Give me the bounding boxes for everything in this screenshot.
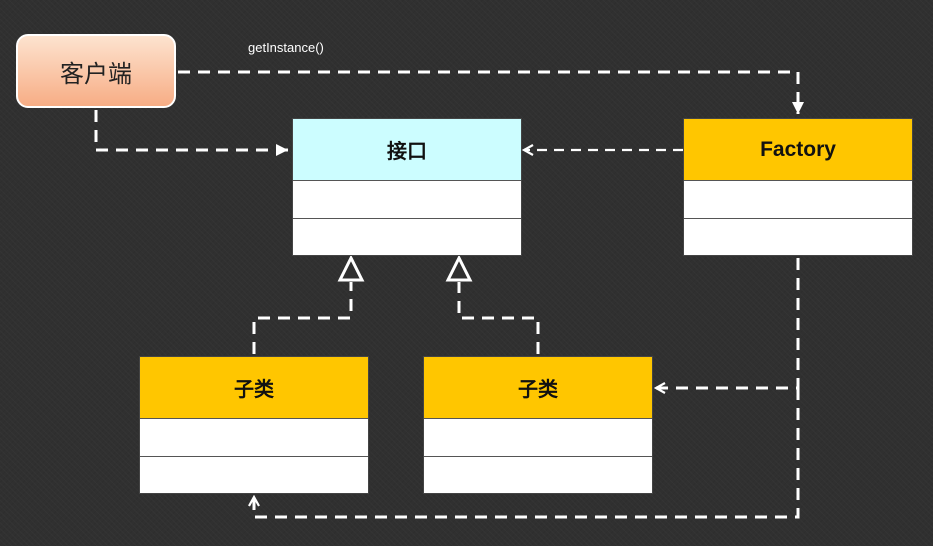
subclass-right-title: 子类 [518,377,558,401]
interface-class[interactable]: 接口 [292,118,522,256]
interface-attributes [293,181,521,219]
subclass-right-methods [424,457,652,493]
edge-factory-to-right-subclass [656,258,800,388]
client-box[interactable]: 客户端 [16,34,176,108]
interface-methods [293,219,521,255]
edge-client-to-interface [94,110,288,156]
get-instance-label: getInstance() [248,40,324,55]
interface-title: 接口 [387,139,427,163]
subclass-left-header: 子类 [140,357,368,419]
subclass-right-attributes [424,419,652,457]
realization-arrowhead-left [337,254,365,282]
factory-attributes [684,181,912,219]
edge-factory-to-left-subclass [254,388,800,519]
edge-right-subclass-to-interface [457,282,540,354]
factory-header: Factory [684,119,912,181]
subclass-left-attributes [140,419,368,457]
realization-arrowhead-right [445,254,473,282]
factory-methods [684,219,912,255]
subclass-left[interactable]: 子类 [139,356,369,494]
factory-title: Factory [760,137,836,161]
interface-header: 接口 [293,119,521,181]
subclass-left-title: 子类 [234,377,274,401]
subclass-right[interactable]: 子类 [423,356,653,494]
edge-client-to-factory [178,70,804,114]
subclass-right-header: 子类 [424,357,652,419]
client-label: 客户端 [60,59,132,88]
subclass-left-methods [140,457,368,493]
factory-class[interactable]: Factory [683,118,913,256]
edge-left-subclass-to-interface [252,282,353,354]
